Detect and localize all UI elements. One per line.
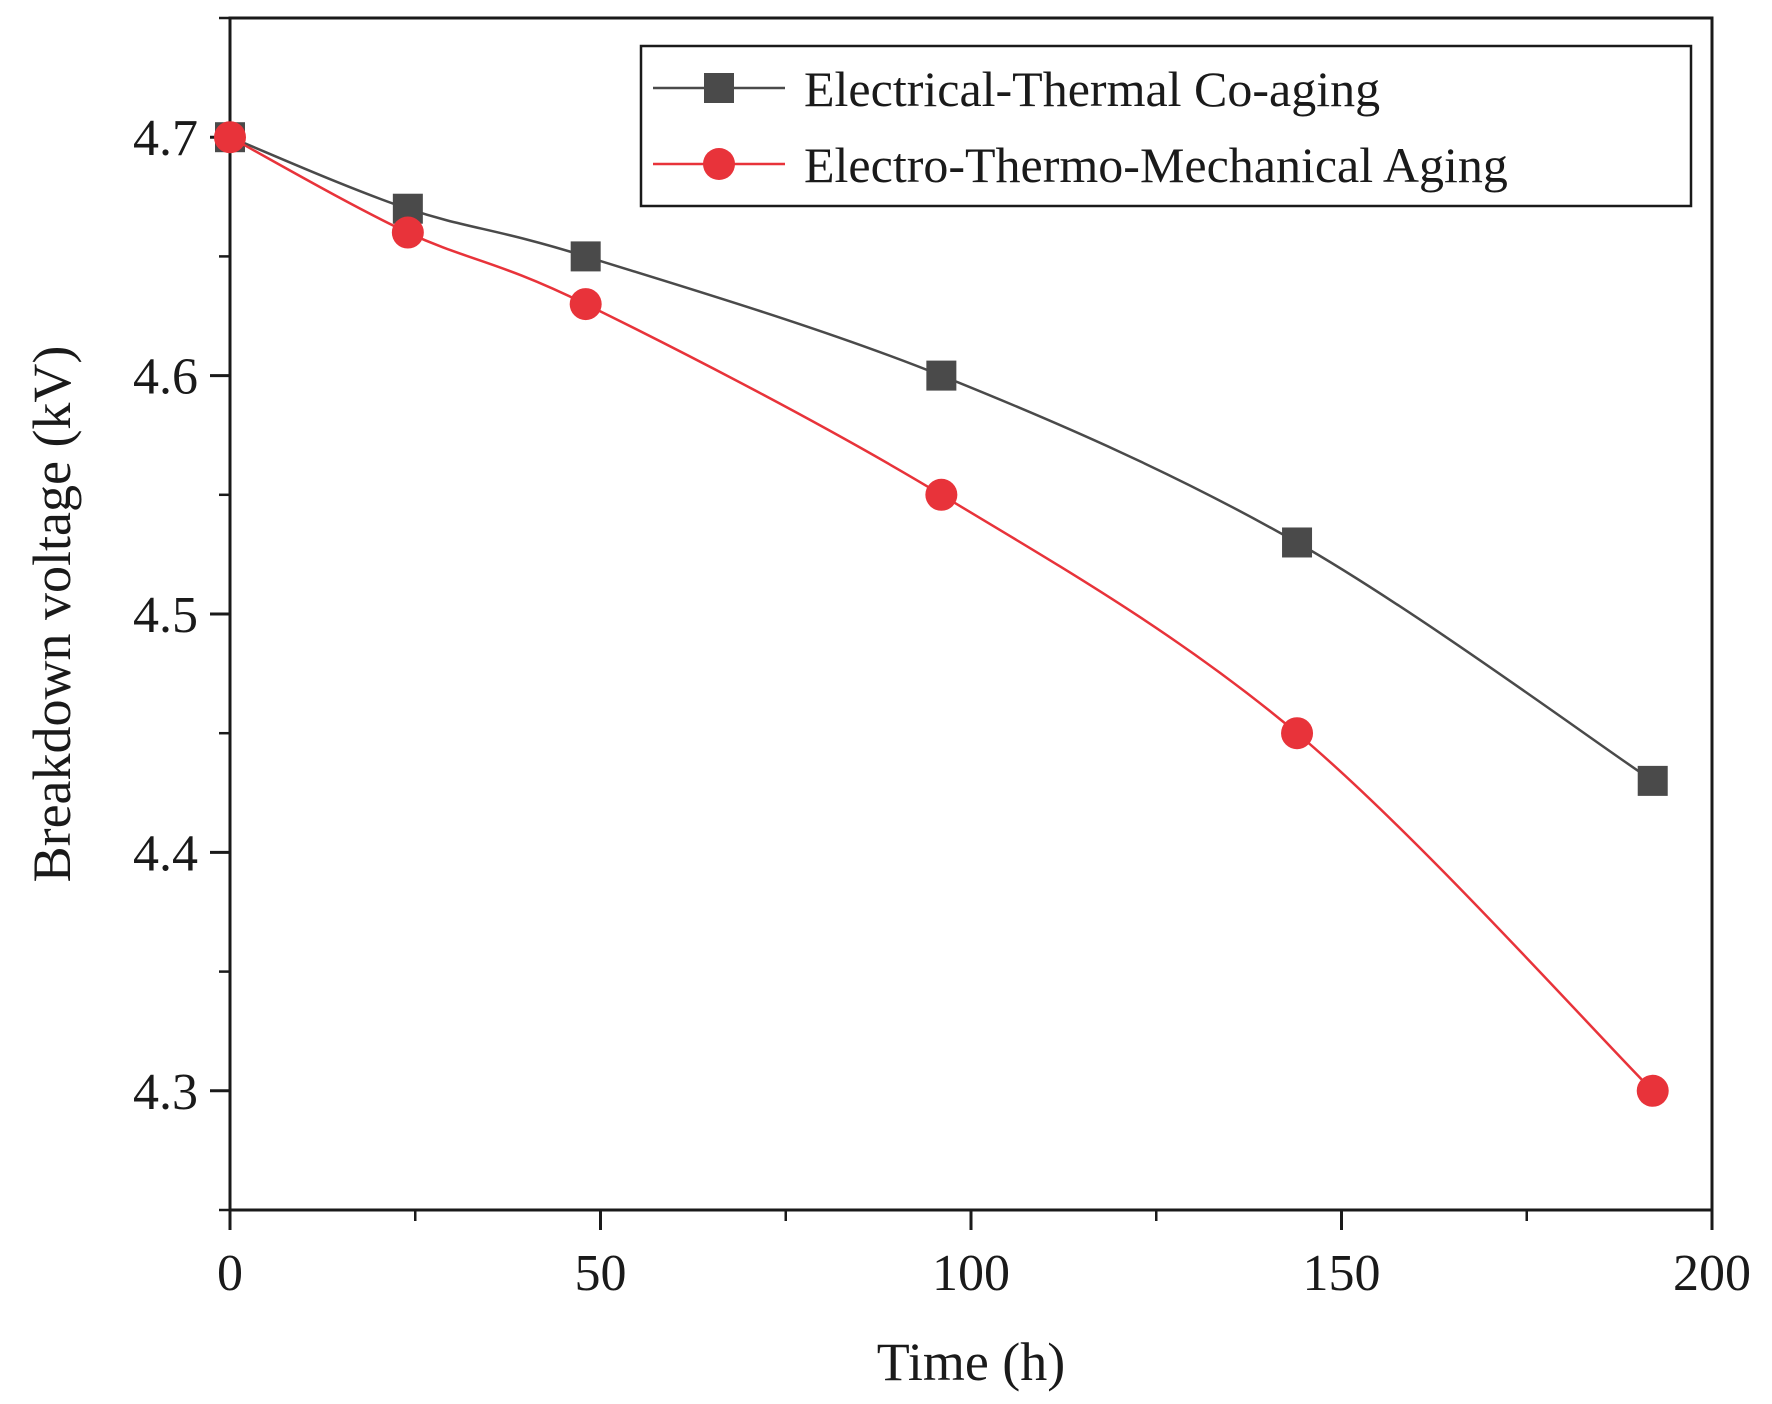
x-tick-label: 50 <box>575 1245 627 1302</box>
legend-label-electro-thermo-mechanical: Electro-Thermo-Mechanical Aging <box>804 137 1508 193</box>
data-point <box>1637 765 1668 796</box>
y-tick-label: 4.3 <box>133 1064 198 1121</box>
data-point <box>1282 527 1313 558</box>
legend-marker <box>703 148 735 180</box>
series-electrical-thermal <box>215 122 1668 796</box>
data-point <box>925 478 958 511</box>
y-axis: 4.3 4.4 4.5 4.6 4.7 <box>133 16 230 1212</box>
data-point <box>926 360 957 391</box>
series-line <box>229 136 1654 1092</box>
legend-marker <box>704 73 734 103</box>
x-tick-label: 150 <box>1303 1245 1381 1302</box>
data-point <box>214 121 246 154</box>
series-layer <box>214 121 1669 1107</box>
x-axis-title: Time (h) <box>877 1332 1066 1392</box>
series-electro-thermo-mechanical <box>214 121 1669 1107</box>
y-tick-label: 4.5 <box>133 587 198 644</box>
x-tick-label: 0 <box>217 1245 243 1302</box>
data-point <box>1636 1074 1669 1107</box>
x-axis: 0 50 100 150 200 <box>217 1210 1751 1302</box>
y-tick-label: 4.7 <box>133 110 198 167</box>
data-point <box>570 241 601 272</box>
y-tick-label: 4.6 <box>133 349 198 406</box>
data-point <box>391 216 424 249</box>
legend-marker-circle <box>703 148 735 180</box>
y-tick-label: 4.4 <box>133 825 198 882</box>
legend-box <box>639 44 1693 208</box>
data-point <box>1281 717 1314 750</box>
y-axis-title: Breakdown voltage (kV) <box>22 346 82 883</box>
legend-label-electrical-thermal: Electrical-Thermal Co-aging <box>804 61 1380 117</box>
legend: Electrical-Thermal Co-aging Electro-Ther… <box>639 44 1693 208</box>
x-tick-label: 200 <box>1673 1245 1751 1302</box>
x-tick-label: 100 <box>932 1245 1010 1302</box>
series-line <box>229 136 1654 782</box>
legend-marker-square <box>704 73 734 103</box>
data-point <box>569 288 602 321</box>
